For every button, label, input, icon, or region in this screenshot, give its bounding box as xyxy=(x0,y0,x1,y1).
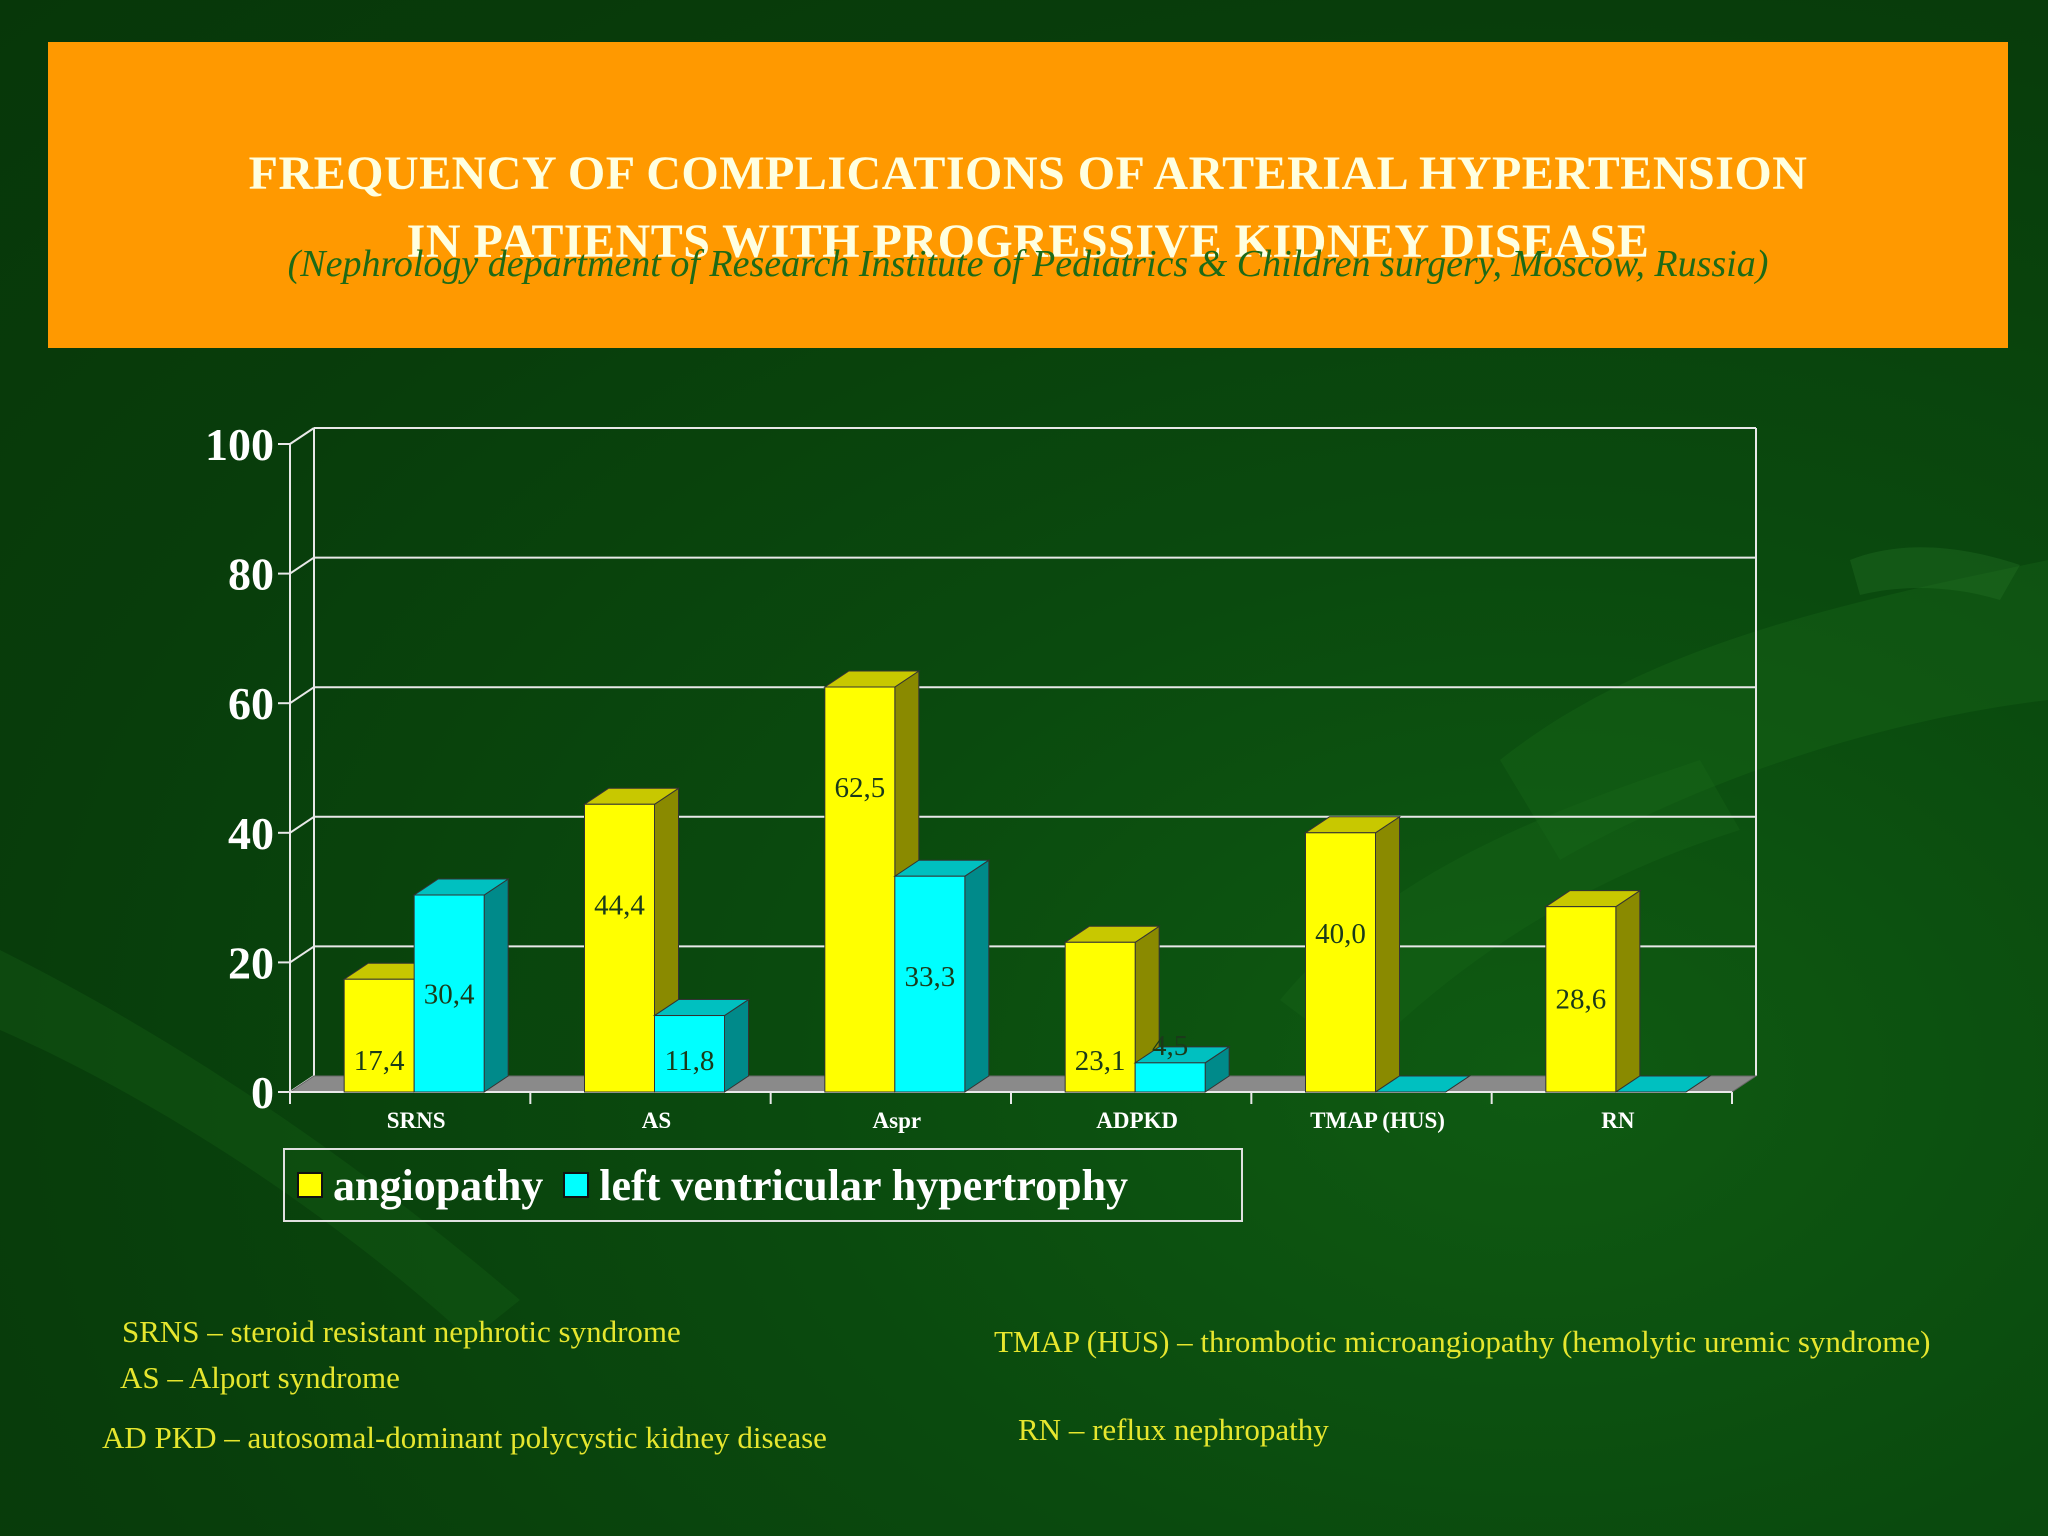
bar-lvh xyxy=(1134,1062,1206,1093)
legend-label-lvh: left ventricular hypertrophy xyxy=(599,1160,1129,1210)
bar-angiopathy xyxy=(584,803,655,1093)
data-label: 33,3 xyxy=(904,961,955,993)
bar-angiopathy xyxy=(1064,941,1136,1093)
bar-side-0 xyxy=(1375,815,1400,1093)
gridline-side xyxy=(289,427,315,445)
y-tick-label: 0 xyxy=(251,1067,274,1118)
bar-angiopathy xyxy=(343,978,415,1093)
y-tick-label: 100 xyxy=(205,419,274,470)
legend-label-angiopathy: angiopathy xyxy=(333,1160,544,1210)
data-label: 40,0 xyxy=(1315,918,1366,950)
chart-title-line-2: IN PATIENTS WITH PROGRESSIVE KIDNEY DISE… xyxy=(406,215,1650,268)
data-label: 17,4 xyxy=(354,1045,405,1077)
bar-side-1 xyxy=(483,878,509,1093)
data-label: 11,8 xyxy=(665,1045,715,1077)
gridline-side xyxy=(289,815,315,834)
y-tick-label: 80 xyxy=(228,549,274,600)
gridline-side xyxy=(289,556,315,575)
y-tick-label: 40 xyxy=(228,808,274,859)
note-adpkd: AD PKD – autosomal-dominant polycystic k… xyxy=(102,1420,827,1455)
x-tick-label: TMAP (HUS) xyxy=(1310,1108,1445,1133)
chart-title-line-1: FREQUENCY OF COMPLICATIONS OF ARTERIAL H… xyxy=(248,147,1808,200)
y-tick-label: 20 xyxy=(228,937,274,988)
data-label: 44,4 xyxy=(594,889,645,921)
x-tick-label: RN xyxy=(1601,1108,1635,1133)
bar-side-1 xyxy=(964,859,990,1093)
bar-side-0 xyxy=(1615,889,1641,1093)
bar-angiopathy xyxy=(824,686,896,1093)
gridline-side xyxy=(289,686,315,705)
x-tick-label: ADPKD xyxy=(1096,1108,1178,1133)
legend-swatch-angiopathy xyxy=(297,1172,323,1198)
bar-angiopathy xyxy=(1545,906,1617,1093)
x-tick-label: SRNS xyxy=(387,1108,446,1133)
note-srns: SRNS – steroid resistant nephrotic syndr… xyxy=(122,1314,681,1349)
note-tmap: TMAP (HUS) – thrombotic microangiopathy … xyxy=(994,1324,1931,1359)
note-as: AS – Alport syndrome xyxy=(120,1360,400,1395)
bar-top-1 xyxy=(1614,1075,1712,1093)
bar-lvh xyxy=(894,875,966,1093)
legend-swatch-lvh xyxy=(563,1172,590,1198)
data-label: 23,1 xyxy=(1075,1045,1126,1077)
data-label: 28,6 xyxy=(1555,984,1606,1016)
chart-subtitle: (Nephrology department of Research Insti… xyxy=(287,243,1769,285)
bar-angiopathy xyxy=(1305,832,1376,1093)
chart-legend: angiopathy left ventricular hypertrophy xyxy=(283,1148,1243,1222)
note-rn: RN – reflux nephropathy xyxy=(1018,1412,1329,1447)
gridline-side xyxy=(289,945,315,964)
title-banner: FREQUENCY OF COMPLICATIONS OF ARTERIAL H… xyxy=(48,42,2008,348)
bar-top-1 xyxy=(1373,1075,1472,1093)
bar-lvh xyxy=(654,1015,725,1093)
chart-floor xyxy=(288,1075,1758,1093)
bar-lvh xyxy=(413,894,485,1093)
data-label: 30,4 xyxy=(424,978,475,1010)
x-tick-label: AS xyxy=(642,1108,671,1133)
data-label: 62,5 xyxy=(834,772,885,804)
data-label: 4,5 xyxy=(1152,1030,1188,1062)
y-tick-label: 60 xyxy=(228,678,274,729)
x-tick-label: Aspr xyxy=(873,1108,922,1133)
